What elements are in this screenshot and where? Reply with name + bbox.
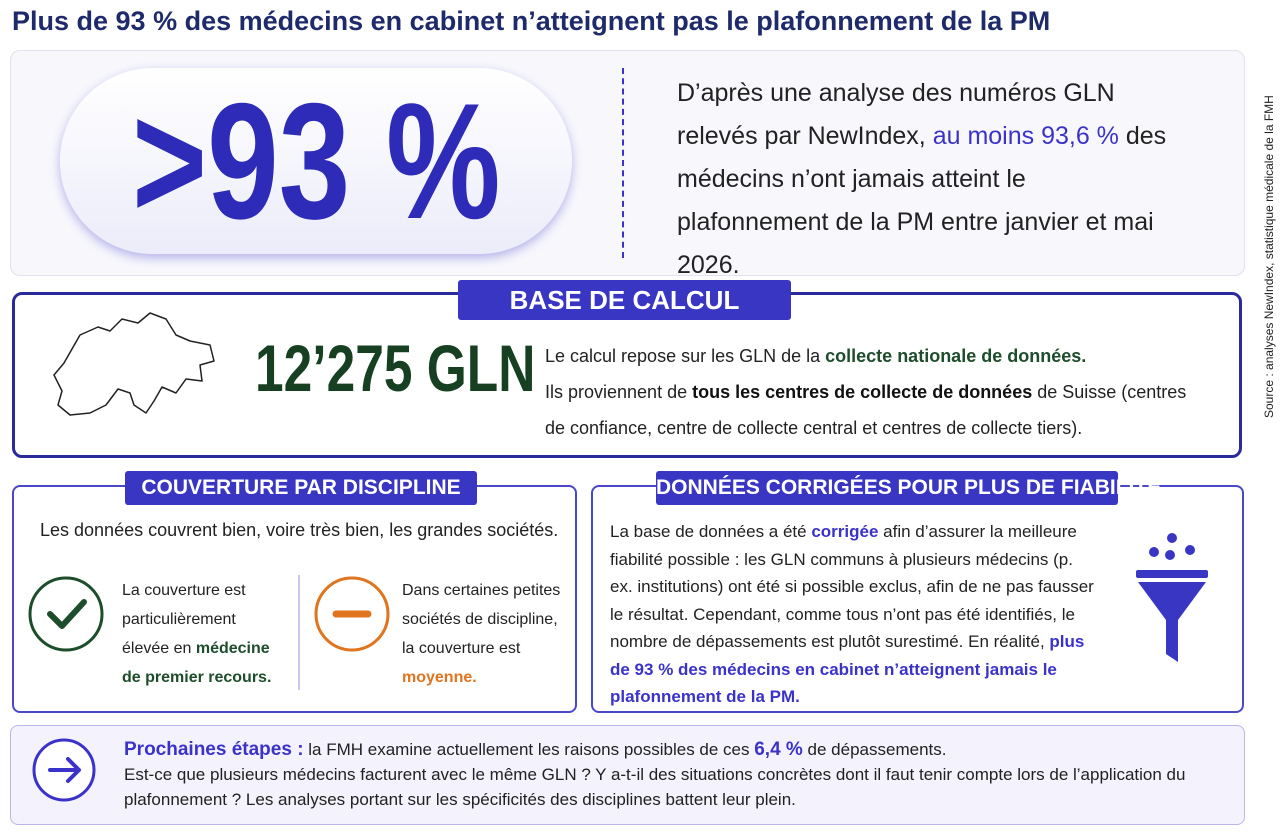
hero-big-wrap: >93 % (60, 68, 572, 254)
divider (622, 68, 624, 258)
coverage-title: COUVERTURE PAR DISCIPLINE (125, 471, 477, 505)
line: Le calcul repose sur les GLN de la colle… (545, 338, 1195, 374)
source: Source : analyses NewIndex, statistique … (1262, 95, 1276, 418)
hero-text: D’après une analyse des numéros GLN rele… (677, 72, 1177, 287)
highlight: corrigée (811, 522, 879, 541)
funnel-icon (1136, 533, 1208, 662)
minus-icon (314, 576, 390, 652)
highlight: médecine de premier recours. (122, 640, 272, 686)
divider (298, 575, 300, 690)
highlight: 6,4 % (754, 739, 803, 760)
text: afin d’assurer la meilleure fiabilité po… (610, 522, 1094, 651)
coverage-intro: Les données couvrent bien, voire très bi… (40, 520, 559, 540)
text: Ils proviennent de (545, 382, 693, 402)
hero-pill (60, 68, 572, 254)
arrow-icon (32, 738, 96, 802)
text: des médecins n’ont jamais atteint le pla… (677, 122, 1167, 279)
coverage-medium: Dans certaines petites sociétés de disci… (402, 576, 572, 692)
base-title: BASE DE CALCUL (458, 280, 791, 320)
check-icon (28, 576, 104, 652)
highlight: au moins 93,6 % (932, 122, 1119, 150)
text: D’après une analyse des numéros GLN rele… (677, 79, 1115, 150)
highlight: tous les centres de collecte de données (692, 382, 1033, 402)
gln-count: 12’275 GLN (255, 331, 536, 405)
text: Le calcul repose sur les GLN de la (545, 346, 826, 366)
text: La base de données a été (610, 522, 812, 541)
hero-big: >93 % (131, 68, 501, 253)
corrected-title: DONNÉES CORRIGÉES POUR PLUS DE FIABILITÉ (656, 471, 1161, 505)
line: Prochaines étapes : la FMH examine actue… (124, 737, 1214, 762)
corrected-text: La base de données a été corrigée afin d… (610, 518, 1100, 711)
page-title: Plus de 93 % des médecins en cabinet n’a… (12, 6, 1051, 36)
highlight: moyenne. (402, 669, 477, 686)
base-text: Le calcul repose sur les GLN de la colle… (545, 338, 1195, 446)
line: Ils proviennent de tous les centres de c… (545, 374, 1195, 446)
highlight: collecte nationale de données. (825, 346, 1087, 366)
next-panel (10, 725, 1245, 825)
coverage-high: La couverture est particulièrement élevé… (122, 576, 287, 692)
text: Dans certaines petites sociétés de disci… (402, 582, 561, 657)
next-text: Prochaines étapes : la FMH examine actue… (124, 737, 1214, 812)
text: La couverture est particulièrement élevé… (122, 582, 246, 657)
swiss-map (53, 312, 215, 416)
text: la FMH examine actuellement les raisons … (303, 740, 755, 759)
text: de Suisse (centres de confiance, centre … (545, 382, 1187, 438)
label: Prochaines étapes : (124, 739, 304, 760)
text: de dépassements. (802, 740, 947, 759)
highlight: plus de 93 % des médecins en cabinet n’a… (610, 632, 1085, 706)
line: Est-ce que plusieurs médecins facturent … (124, 765, 1186, 809)
